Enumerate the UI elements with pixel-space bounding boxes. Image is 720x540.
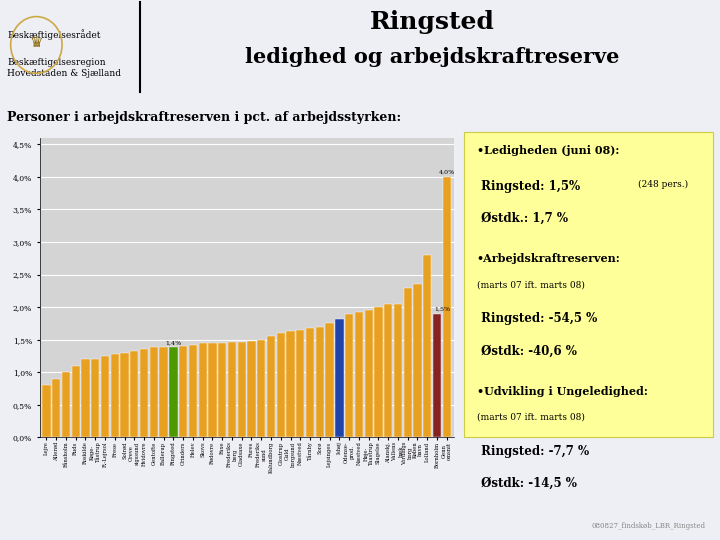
Bar [315, 327, 324, 437]
Bar [287, 331, 294, 437]
Bar [120, 353, 129, 437]
Bar [81, 359, 90, 437]
Bar [355, 312, 363, 437]
Text: Østdk: -14,5 %: Østdk: -14,5 % [477, 477, 577, 490]
Bar [443, 177, 451, 437]
Bar [150, 348, 158, 437]
Bar [140, 349, 148, 437]
Text: Beskæftigelsesrådet: Beskæftigelsesrådet [7, 29, 101, 40]
Bar [169, 348, 178, 437]
Text: Ringsted: 1,5%: Ringsted: 1,5% [477, 180, 580, 193]
Bar [394, 304, 402, 437]
Text: 1,4%: 1,4% [166, 341, 181, 346]
Bar [101, 356, 109, 437]
Bar [111, 354, 119, 437]
Bar [91, 359, 99, 437]
Text: 080827_findskøb_LBR_Ringsted: 080827_findskøb_LBR_Ringsted [592, 522, 706, 530]
Bar [423, 255, 431, 437]
Text: ♛: ♛ [30, 36, 43, 50]
Bar [374, 307, 382, 437]
Text: Beskæftigelsesregion
Hovedstaden & Sjælland: Beskæftigelsesregion Hovedstaden & Sjæll… [7, 58, 121, 78]
Text: Ringsted: Ringsted [369, 10, 495, 33]
Bar [199, 343, 207, 437]
FancyBboxPatch shape [464, 132, 713, 437]
Text: 4,0%: 4,0% [438, 170, 455, 175]
Bar [345, 314, 354, 437]
Bar [267, 336, 275, 437]
Text: Ringsted: -7,7 %: Ringsted: -7,7 % [477, 445, 589, 458]
Bar [248, 341, 256, 437]
Bar [208, 343, 217, 437]
Bar [159, 348, 168, 437]
Text: •Ledigheden (juni 08):: •Ledigheden (juni 08): [477, 145, 619, 156]
Bar [130, 352, 138, 437]
Bar [257, 340, 266, 437]
Text: 1,5%: 1,5% [434, 307, 451, 312]
Bar [306, 328, 314, 437]
Text: Ringsted: -54,5 %: Ringsted: -54,5 % [477, 312, 597, 325]
Bar [62, 372, 70, 437]
Bar [42, 385, 50, 437]
Text: Personer i arbejdskraftreserven i pct. af arbejdsstyrken:: Personer i arbejdskraftreserven i pct. a… [7, 111, 401, 124]
Text: Østdk.: 1,7 %: Østdk.: 1,7 % [477, 212, 568, 225]
Bar [336, 319, 343, 437]
Text: •Udvikling i Ungeledighed:: •Udvikling i Ungeledighed: [477, 386, 648, 396]
Bar [238, 342, 246, 437]
Bar [433, 314, 441, 437]
Bar [325, 323, 334, 437]
Bar [52, 379, 60, 437]
Bar [218, 343, 226, 437]
Bar [296, 330, 305, 437]
Text: (248 pers.): (248 pers.) [638, 180, 688, 188]
Bar [384, 304, 392, 437]
Bar [403, 287, 412, 437]
Bar [364, 310, 373, 437]
Bar [189, 345, 197, 437]
Bar [413, 284, 422, 437]
Text: Østdk: -40,6 %: Østdk: -40,6 % [477, 345, 577, 357]
Text: (marts 07 ift. marts 08): (marts 07 ift. marts 08) [477, 413, 585, 422]
Bar [71, 366, 80, 437]
Bar [276, 333, 285, 437]
Text: (marts 07 ift. marts 08): (marts 07 ift. marts 08) [477, 280, 585, 289]
Text: •Arbejdskraftreserven:: •Arbejdskraftreserven: [477, 253, 621, 264]
Bar [228, 342, 236, 437]
Bar [179, 346, 187, 437]
Text: ledighed og arbejdskraftreserve: ledighed og arbejdskraftreserve [245, 46, 619, 66]
